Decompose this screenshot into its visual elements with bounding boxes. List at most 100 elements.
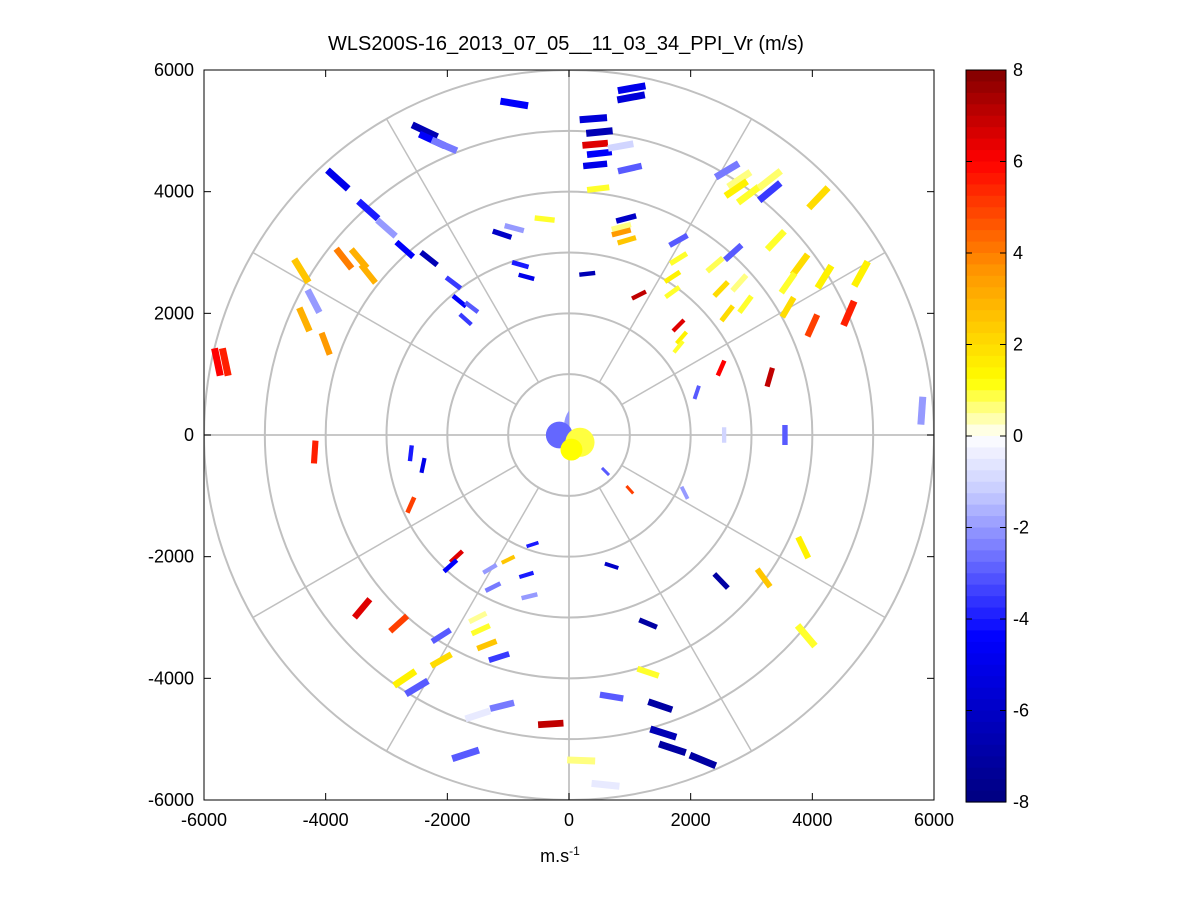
colorbar-swatch [966,275,1006,288]
velocity-segment [611,221,632,232]
colorbar-swatch [966,596,1006,609]
colorbar-swatch [966,721,1006,734]
colorbar-swatch [966,195,1006,208]
x-tick-label: -2000 [424,810,470,830]
velocity-segment [451,746,480,763]
azimuth-spoke [621,464,886,619]
velocity-segment [668,251,689,266]
velocity-segment [476,638,498,652]
velocity-segment [600,466,611,477]
velocity-segment [719,304,735,323]
velocity-segment [692,385,701,400]
colorbar-swatch [966,664,1006,677]
colorbar-swatch [966,424,1006,437]
velocity-segment [616,91,646,104]
velocity-segment [723,242,744,263]
velocity-segment [735,184,762,206]
near-range-cluster [545,410,595,461]
x-axis-label: m.s-1 [540,844,580,866]
y-tick-label: 4000 [154,182,194,202]
colorbar-swatch [966,653,1006,666]
velocity-segment [211,347,224,377]
colorbar-swatch [966,253,1006,266]
azimuth-spoke [252,464,517,619]
velocity-segment [388,613,410,634]
colorbar-swatch [966,619,1006,632]
colorbar-swatch [966,481,1006,494]
velocity-segment [668,232,689,248]
x-axis-label-sup: -1 [569,844,580,858]
colorbar-swatch [966,527,1006,540]
colorbar-swatch [966,641,1006,654]
velocity-segment [756,168,783,191]
velocity-segment [604,561,619,570]
velocity-segment [511,260,530,270]
colorbar-tick-label: 8 [1013,60,1023,80]
velocity-segment [318,331,333,356]
velocity-segment [794,623,818,649]
y-tick-label: -6000 [148,790,194,810]
velocity-segments [211,82,927,790]
colorbar-swatch [966,70,1006,83]
colorbar-swatch [966,241,1006,254]
colorbar-swatch [966,207,1006,220]
velocity-segment [489,699,515,712]
velocity-segment [499,97,529,110]
velocity-segment [814,263,835,290]
near-range-positive-edge [560,438,583,461]
velocity-segment [500,554,516,565]
colorbar-swatch [966,744,1006,757]
colorbar-swatch [966,710,1006,723]
colorbar-swatch [966,504,1006,517]
velocity-segment [917,396,927,425]
velocity-segment [579,270,596,277]
colorbar-tick-label: -6 [1013,701,1029,721]
x-tick-label: 4000 [792,810,832,830]
velocity-segment [407,445,414,462]
chart-title: WLS200S-16_2013_07_05__11_03_34_PPI_Vr (… [328,33,804,55]
azimuth-spoke [598,118,753,383]
velocity-segment [464,300,480,314]
colorbar-swatch [966,413,1006,426]
velocity-segment [840,299,858,327]
velocity-segment [567,756,596,765]
velocity-segment [779,295,797,319]
velocity-segment [429,651,453,669]
colorbar-swatch [966,115,1006,128]
velocity-segment [521,592,538,601]
velocity-segment [358,262,378,285]
velocity-segment [715,359,727,377]
velocity-segment [518,272,535,282]
colorbar-swatch [966,310,1006,323]
velocity-segment [488,651,511,663]
velocity-segment [430,627,452,644]
colorbar-swatch [966,538,1006,551]
velocity-segment [764,367,775,388]
velocity-segment [333,246,355,271]
colorbar-swatch [966,172,1006,185]
azimuth-spoke [385,118,540,383]
colorbar-swatch [966,550,1006,563]
colorbar-swatch [966,298,1006,311]
colorbar-swatch [966,733,1006,746]
velocity-segment [586,184,610,193]
colorbar-swatch [966,676,1006,689]
colorbar-swatch [966,367,1006,380]
velocity-segment [419,249,439,268]
azimuth-spoke [621,251,886,406]
colorbar-swatch [966,230,1006,243]
velocity-segment [663,269,682,284]
velocity-segment [636,665,660,679]
velocity-segment [611,227,632,238]
velocity-segment [534,215,555,223]
velocity-segment [405,496,417,514]
velocity-segment [675,330,689,345]
colorbar-swatch [966,150,1006,163]
colorbar-ticks: 8 6 4 2 0 -2 -4 -6 -8 [966,60,1029,812]
velocity-segment [607,140,634,152]
velocity-segment [664,285,681,299]
velocity-segment [705,255,725,274]
colorbar-swatch [966,333,1006,346]
velocity-segment [851,259,871,288]
velocity-segment [484,581,502,593]
